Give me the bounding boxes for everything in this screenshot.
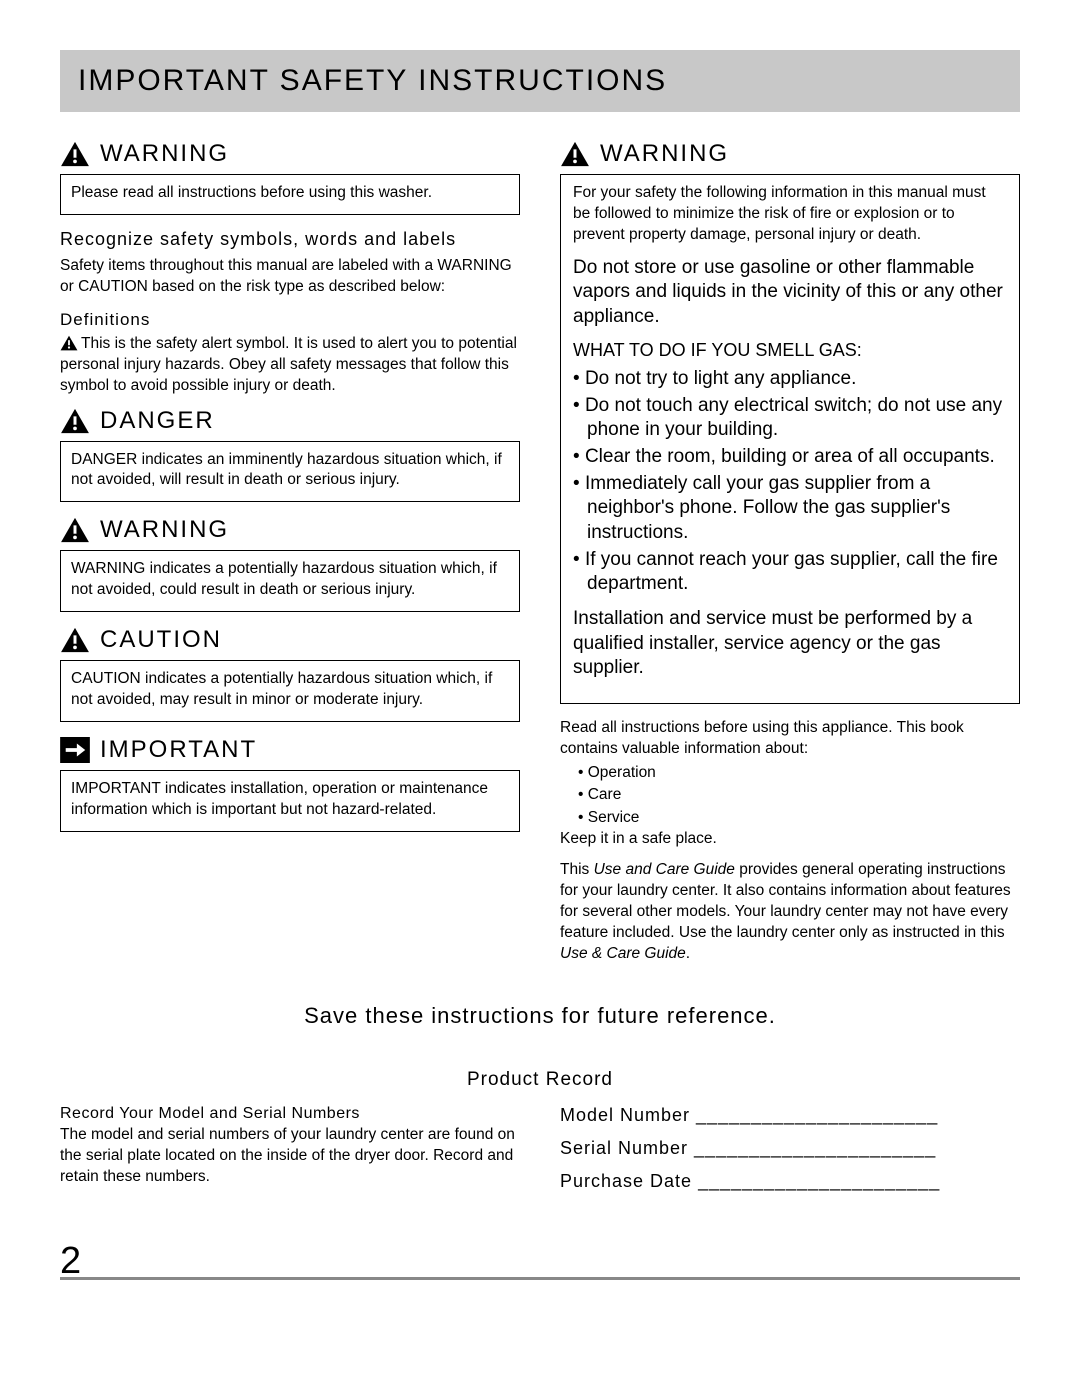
smell-gas-heading: WHAT TO DO IF YOU SMELL GAS: — [573, 340, 1007, 361]
important-label: IMPORTANT — [100, 736, 257, 764]
recognize-heading: Recognize safety symbols, words and labe… — [60, 229, 520, 250]
warning-icon — [60, 408, 90, 434]
important-heading: IMPORTANT — [60, 736, 520, 764]
warning-icon — [60, 627, 90, 653]
definitions-heading: Definitions — [60, 310, 520, 330]
left-column: WARNING Please read all instructions bef… — [60, 136, 520, 975]
model-number-field: Model Number ______________________ — [560, 1105, 1020, 1126]
book-list: Operation Care Service — [560, 762, 1020, 829]
warning-label: WARNING — [600, 140, 729, 168]
list-item: Clear the room, building or area of all … — [573, 445, 1007, 470]
danger-label: DANGER — [100, 407, 215, 435]
gasoline-para: Do not store or use gasoline or other fl… — [573, 256, 1007, 330]
guide-title-italic: Use and Care Guide — [594, 861, 735, 878]
page-title: IMPORTANT SAFETY INSTRUCTIONS — [78, 64, 1002, 98]
right-column: WARNING For your safety the following in… — [560, 136, 1020, 975]
record-right: Model Number ______________________ Seri… — [560, 1105, 1020, 1204]
danger-heading: DANGER — [60, 407, 520, 435]
record-left: Record Your Model and Serial Numbers The… — [60, 1105, 520, 1204]
guide-title-italic: Use & Care Guide — [560, 945, 686, 962]
caution-heading: CAUTION — [60, 626, 520, 654]
arrow-right-icon — [60, 737, 90, 763]
serial-number-field: Serial Number ______________________ — [560, 1138, 1020, 1159]
read-all-text: Read all instructions before using this … — [560, 718, 1020, 760]
save-instructions-line: Save these instructions for future refer… — [60, 1003, 1020, 1029]
recognize-body: Safety items throughout this manual are … — [60, 256, 520, 298]
warning-label: WARNING — [100, 140, 229, 168]
gas-warning-box: For your safety the following informatio… — [560, 174, 1020, 704]
warning-box: WARNING indicates a potentially hazardou… — [60, 550, 520, 612]
warning-label: WARNING — [100, 516, 229, 544]
warning-icon — [60, 141, 90, 167]
record-body: The model and serial numbers of your lau… — [60, 1125, 520, 1188]
list-item: Service — [578, 807, 1020, 829]
definitions-text: This is the safety alert symbol. It is u… — [60, 335, 517, 394]
warning-intro: For your safety the following informatio… — [573, 183, 1007, 246]
warning-heading: WARNING — [60, 516, 520, 544]
definitions-body: This is the safety alert symbol. It is u… — [60, 334, 520, 397]
title-bar: IMPORTANT SAFETY INSTRUCTIONS — [60, 50, 1020, 112]
gas-bullet-list: Do not try to light any appliance. Do no… — [573, 367, 1007, 597]
alert-icon — [60, 335, 78, 351]
two-column-layout: WARNING Please read all instructions bef… — [60, 136, 1020, 975]
caution-label: CAUTION — [100, 626, 222, 654]
guide-para: This Use and Care Guide provides general… — [560, 860, 1020, 965]
text: . — [686, 945, 690, 962]
record-columns: Record Your Model and Serial Numbers The… — [60, 1105, 1020, 1204]
list-item: Care — [578, 784, 1020, 806]
danger-box: DANGER indicates an imminently hazardous… — [60, 441, 520, 503]
purchase-date-field: Purchase Date ______________________ — [560, 1171, 1020, 1192]
warning-heading: WARNING — [560, 140, 1020, 168]
list-item: Do not touch any electrical switch; do n… — [573, 394, 1007, 443]
installation-para: Installation and service must be perform… — [573, 607, 1007, 681]
footer-rule — [60, 1277, 1020, 1280]
warning-box: Please read all instructions before usin… — [60, 174, 520, 215]
warning-icon — [60, 517, 90, 543]
caution-box: CAUTION indicates a potentially hazardou… — [60, 660, 520, 722]
record-subtitle: Record Your Model and Serial Numbers — [60, 1105, 520, 1123]
page-container: IMPORTANT SAFETY INSTRUCTIONS WARNING Pl… — [0, 0, 1080, 1310]
keep-text: Keep it in a safe place. — [560, 829, 1020, 850]
warning-icon — [560, 141, 590, 167]
list-item: Do not try to light any appliance. — [573, 367, 1007, 392]
list-item: Immediately call your gas supplier from … — [573, 472, 1007, 546]
list-item: Operation — [578, 762, 1020, 784]
text: This — [560, 861, 594, 878]
warning-heading: WARNING — [60, 140, 520, 168]
product-record-heading: Product Record — [60, 1069, 1020, 1091]
list-item: If you cannot reach your gas supplier, c… — [573, 548, 1007, 597]
important-box: IMPORTANT indicates installation, operat… — [60, 770, 520, 832]
